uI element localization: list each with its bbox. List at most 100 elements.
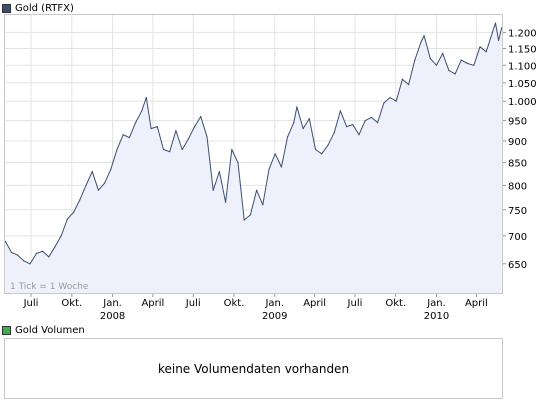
price-point [162, 148, 165, 151]
price-point [454, 73, 456, 75]
price-point [187, 138, 189, 140]
x-year-label: 2010 [424, 311, 449, 322]
price-point [302, 128, 304, 130]
x-year-label: 2008 [100, 311, 125, 322]
x-tick-label: Jan. [264, 298, 284, 309]
price-point [280, 166, 282, 168]
tick-note: 1 Tick = 1 Woche [10, 282, 89, 292]
price-point [442, 52, 444, 55]
price-point [10, 251, 13, 253]
price-point [231, 148, 233, 151]
price-point [116, 148, 118, 151]
volume-empty-message: keine Volumendaten vorhanden [157, 361, 350, 376]
price-point [346, 126, 348, 128]
price-point [206, 136, 208, 138]
price-point [333, 132, 335, 134]
price-point [358, 134, 360, 136]
price-point [145, 96, 147, 99]
price-point [128, 137, 130, 139]
price-point [91, 170, 93, 173]
price-point [156, 126, 158, 128]
x-tick-label: Okt. [61, 298, 82, 309]
y-tick-label: 1.000 [508, 97, 537, 108]
price-point [141, 110, 143, 112]
price-point [249, 214, 251, 216]
price-point [79, 199, 81, 201]
price-point [60, 235, 62, 237]
price-point [135, 122, 137, 124]
y-tick-label: 850 [508, 159, 527, 170]
price-point [42, 250, 44, 252]
price-point [466, 62, 469, 65]
price-point [314, 148, 317, 151]
price-point [429, 57, 431, 60]
price-area [5, 23, 502, 294]
price-point [29, 263, 31, 265]
price-legend-label: Gold (RTFX) [15, 2, 74, 14]
price-point [401, 78, 403, 80]
price-point [435, 64, 438, 66]
price-point [395, 100, 397, 102]
price-point [327, 144, 329, 146]
price-point [485, 51, 487, 53]
price-point [181, 148, 183, 151]
price-point [383, 102, 385, 104]
y-tick-label: 700 [508, 232, 527, 243]
price-point [352, 124, 354, 126]
price-point [175, 130, 177, 132]
price-point [85, 184, 87, 186]
price-point [66, 218, 68, 220]
price-point [377, 122, 379, 124]
price-point [414, 59, 416, 61]
price-point [35, 252, 38, 255]
price-point [296, 106, 298, 108]
price-point [48, 256, 50, 258]
price-point [389, 96, 391, 99]
y-tick-label: 1.200 [508, 28, 537, 39]
y-tick-label: 800 [508, 181, 527, 192]
price-point [104, 182, 106, 184]
price-point [460, 59, 462, 61]
y-tick-label: 1.150 [508, 44, 537, 55]
volume-panel: keine Volumendaten vorhanden [4, 338, 503, 399]
x-tick-label: April [465, 298, 488, 309]
volume-legend-label: Gold Volumen [15, 324, 85, 336]
price-point [218, 170, 220, 173]
y-tick-label: 650 [508, 260, 527, 271]
x-tick-label: April [141, 298, 164, 309]
price-point [97, 189, 99, 191]
price-point [237, 162, 239, 164]
price-point [321, 153, 323, 155]
price-point [448, 69, 450, 71]
price-point [150, 128, 152, 130]
volume-legend: Gold Volumen [2, 323, 85, 337]
price-point [110, 168, 112, 170]
price-point [194, 126, 196, 128]
price-point [494, 22, 497, 24]
x-tick-label: April [303, 298, 326, 309]
x-year-label: 2009 [262, 311, 287, 322]
x-tick-label: Jan. [426, 298, 446, 309]
price-point [200, 116, 202, 118]
x-tick-label: Okt. [385, 298, 406, 309]
price-point [212, 189, 214, 191]
price-point [256, 189, 258, 191]
price-legend-swatch [2, 3, 11, 13]
y-tick-label: 900 [508, 137, 527, 148]
price-legend: Gold (RTFX) [2, 1, 74, 15]
price-point [420, 41, 422, 43]
y-tick-label: 1.050 [508, 79, 537, 90]
price-point [23, 260, 25, 262]
price-point [498, 39, 500, 42]
y-tick-label: 750 [508, 206, 527, 217]
price-point [479, 46, 481, 48]
price-point [243, 219, 245, 221]
price-point [491, 31, 493, 33]
x-tick-label: Jan. [102, 298, 122, 309]
price-point [122, 134, 124, 136]
y-tick-label: 950 [508, 117, 527, 128]
price-point [73, 211, 75, 213]
price-point [370, 116, 372, 118]
price-point [339, 110, 341, 112]
